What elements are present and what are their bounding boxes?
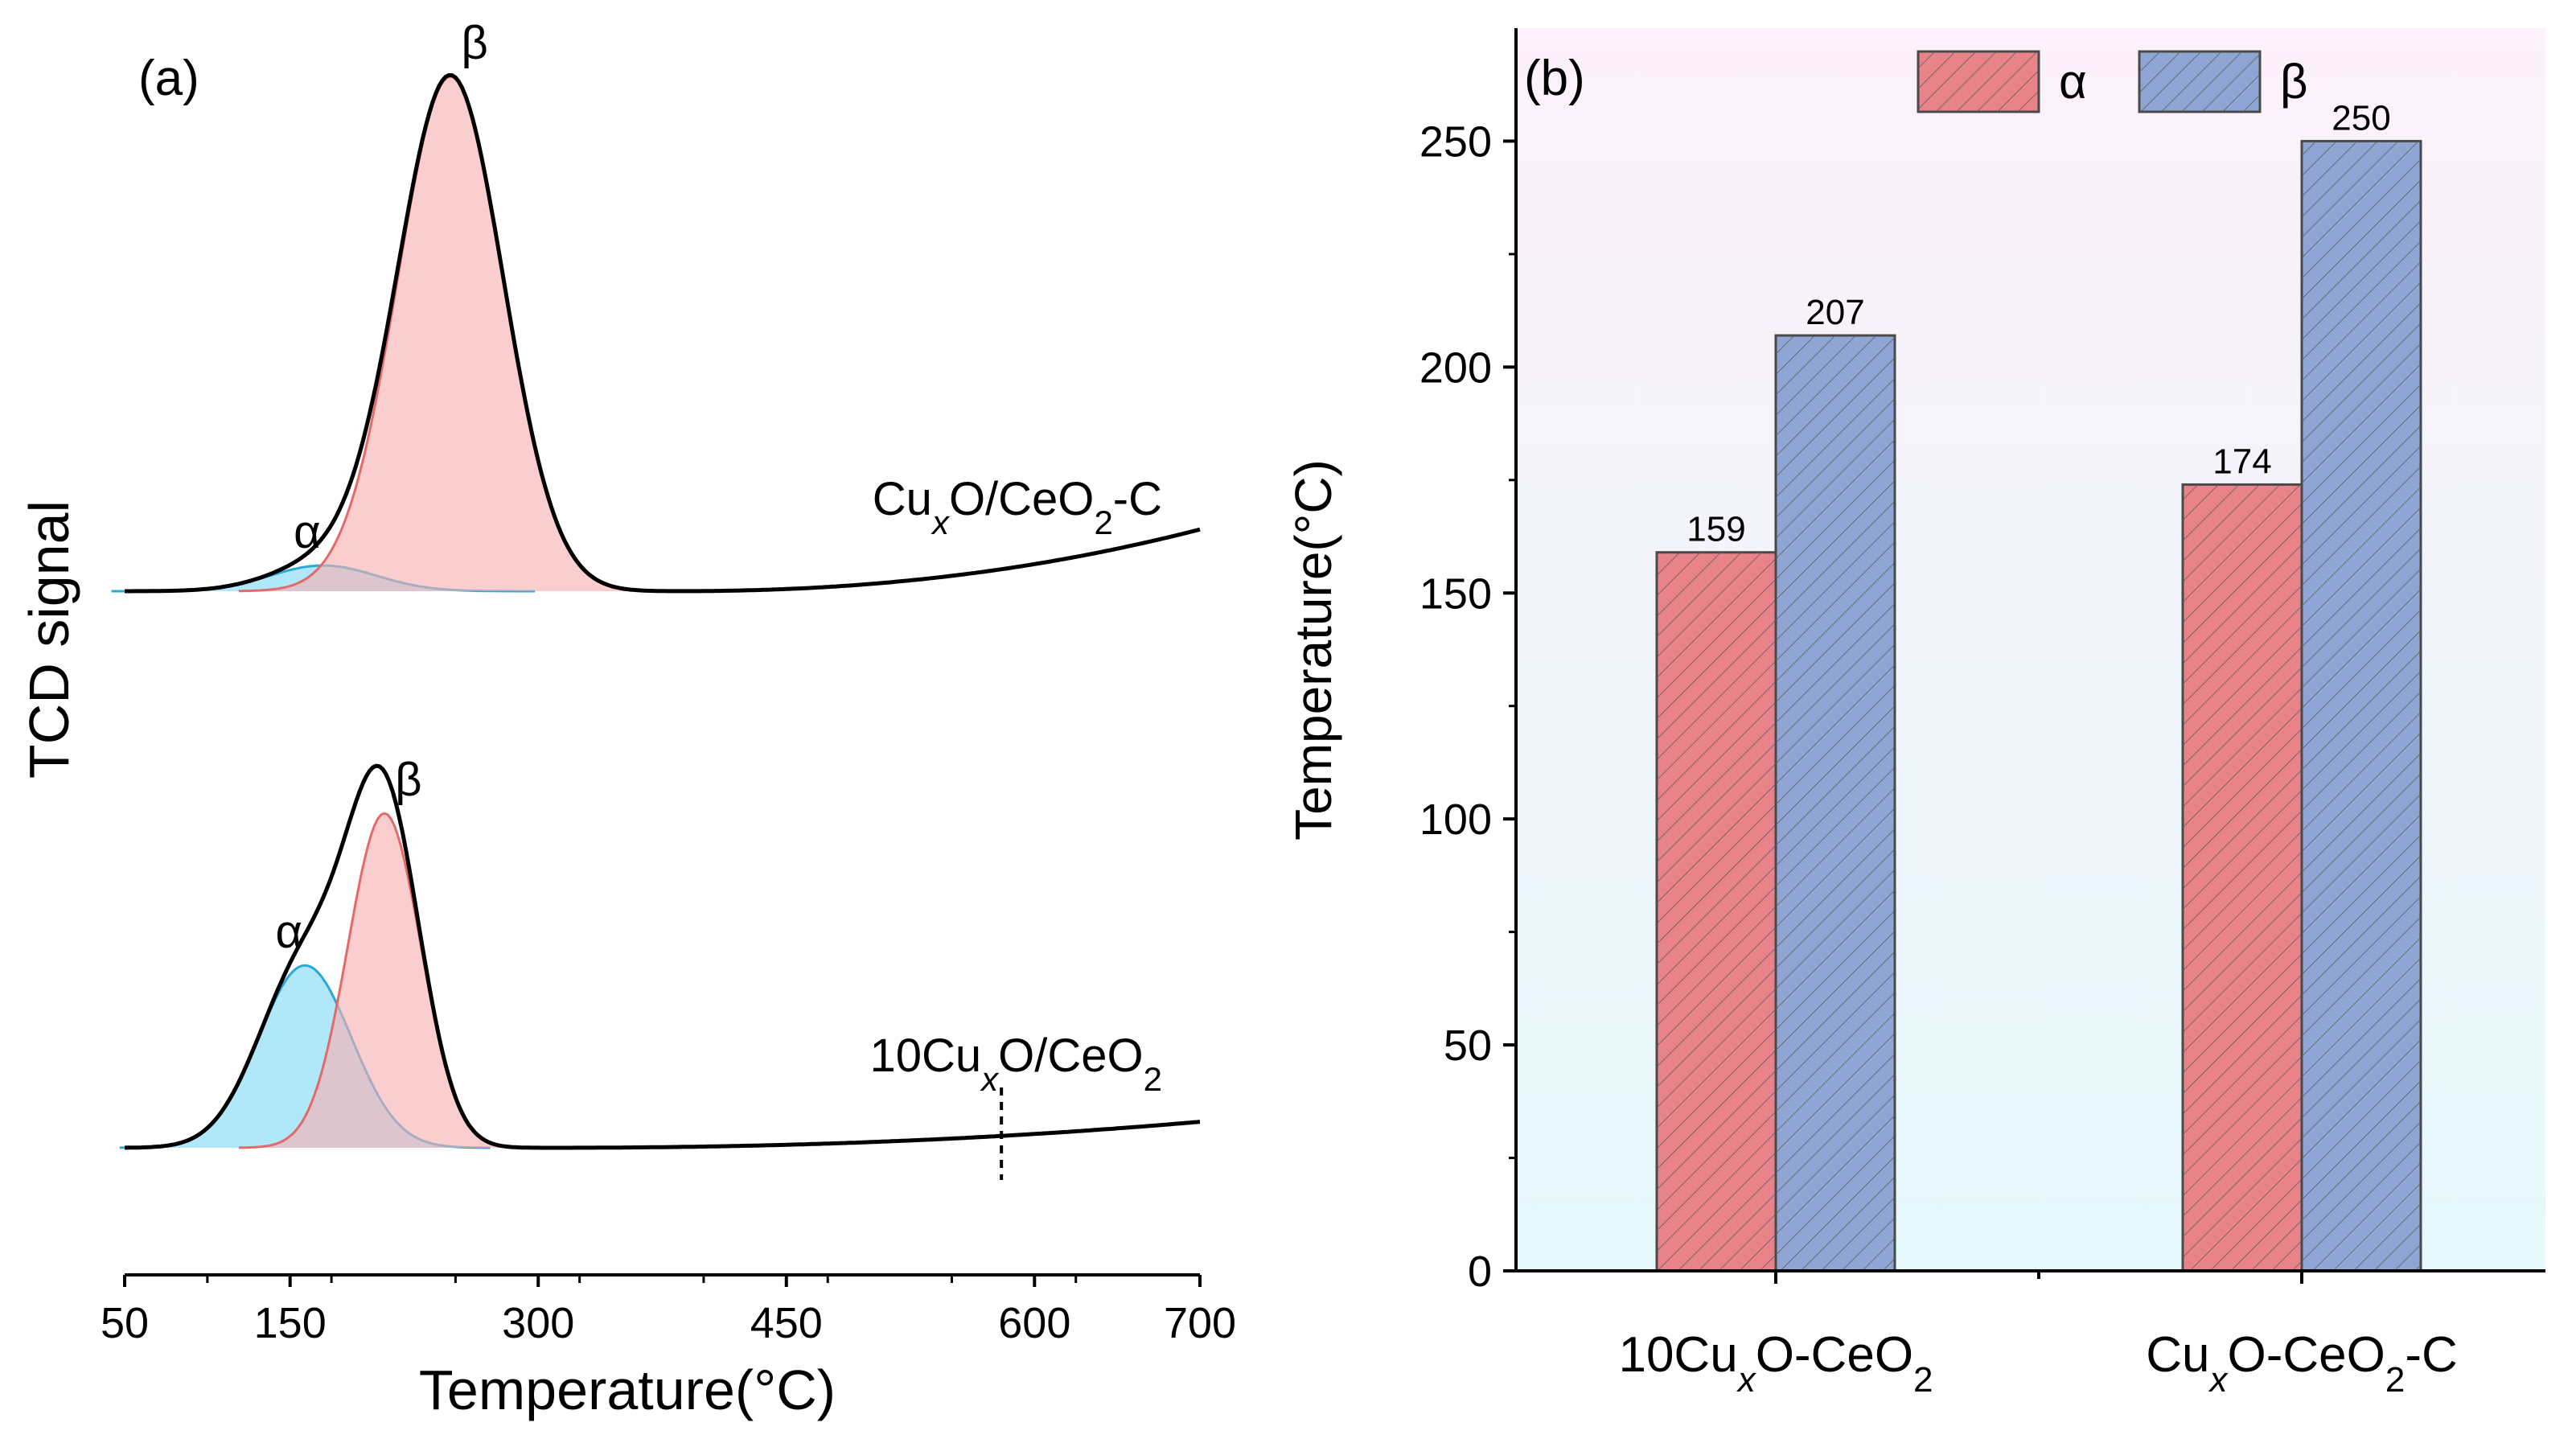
- trace-1-envelope: [124, 763, 1201, 1150]
- trace-0-peak-label-alpha: α: [294, 506, 321, 558]
- panel-a-y-axis-title: TCD signal: [18, 500, 80, 779]
- legend-label-beta: β: [2280, 55, 2308, 109]
- bar-hatch-alpha-1: [2183, 484, 2302, 1271]
- panel-b-y-tick-label: 0: [1468, 1248, 1492, 1296]
- trace-0-peak-label-beta: β: [462, 17, 488, 69]
- panel-b-label: (b): [1524, 51, 1585, 106]
- bar-value-label: 207: [1806, 293, 1864, 332]
- trace-1-peak-alpha-area: [119, 965, 491, 1148]
- bar-value-label: 159: [1687, 510, 1745, 549]
- panel-a-x-ticks: 50 150 300 450 600 700: [101, 1275, 1236, 1347]
- panel-a-x-tick-label: 50: [101, 1299, 149, 1347]
- legend-label-alpha: α: [2059, 55, 2087, 109]
- panel-a-x-tick-label: 150: [254, 1299, 327, 1347]
- panel-b: 159 207 174 250 0 50 100 150 200 250 10CuxO-CeO2 C…: [1284, 28, 2545, 1400]
- bar-value-label: 250: [2332, 98, 2390, 138]
- panel-b-y-tick-label: 150: [1419, 569, 1492, 618]
- panel-a-x-tick-label: 450: [750, 1299, 823, 1347]
- panel-b-y-tick-label: 200: [1419, 343, 1492, 392]
- trace-0-peak-beta-area: [238, 76, 663, 591]
- panel-b-y-tick-label: 250: [1419, 117, 1492, 166]
- panel-a-x-tick-label: 700: [1164, 1299, 1236, 1347]
- panel-a-x-axis-title: Temperature(°C): [419, 1359, 836, 1421]
- panel-a-x-tick-label: 300: [502, 1299, 574, 1347]
- panel-b-y-tick-label: 100: [1419, 796, 1492, 844]
- trace-0-label: CuxO/CeO2-C: [873, 473, 1162, 541]
- panel-b-y-tick-label: 50: [1444, 1022, 1492, 1070]
- trace-1-label: 10CuxO/CeO2: [869, 1030, 1162, 1098]
- panel-b-axes: 0 50 100 150 200 250 10CuxO-CeO2 CuxO-CeO2-C: [1419, 28, 2545, 1400]
- trace-1-peak-label-beta: β: [395, 754, 421, 806]
- bar-hatch-beta-1: [2302, 141, 2421, 1271]
- bar-hatch-beta-0: [1776, 335, 1895, 1271]
- panel-b-y-axis-title: Temperature(°C): [1284, 459, 1342, 841]
- legend-swatch-hatch-alpha: [1918, 51, 2039, 112]
- bar-hatch-alpha-0: [1657, 552, 1776, 1271]
- trace-1-peak-beta-area: [238, 813, 530, 1148]
- panel-b-bars: 159 207 174 250: [1655, 98, 2422, 1272]
- panel-b-category-label: CuxO-CeO2-C: [2146, 1327, 2458, 1400]
- trace-0-envelope: [125, 72, 1201, 594]
- panel-b-category-label: 10CuxO-CeO2: [1618, 1327, 1933, 1400]
- legend-swatch-hatch-beta: [2139, 51, 2260, 112]
- panel-a-label: (a): [138, 51, 199, 106]
- bar-value-label: 174: [2212, 442, 2271, 481]
- panel-a-x-tick-label: 600: [998, 1299, 1070, 1347]
